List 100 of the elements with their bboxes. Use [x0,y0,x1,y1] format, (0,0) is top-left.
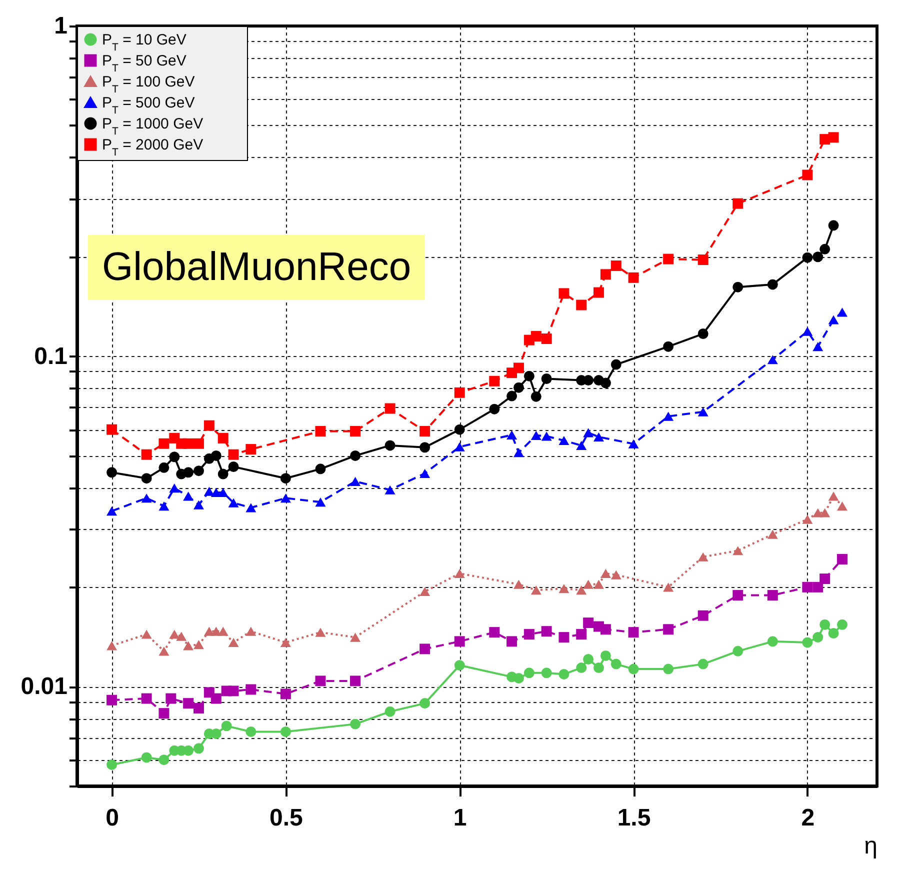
point [228,686,239,696]
point [506,390,518,402]
x-tick-label: 0 [106,804,119,832]
point [600,568,611,578]
point [489,627,500,638]
y-tick-label: 0.1 [34,342,68,370]
point [828,132,839,143]
point [802,637,813,648]
point [246,726,256,737]
point [541,374,552,384]
point [583,618,594,628]
point [576,300,587,310]
point [628,664,639,674]
point [176,632,187,641]
point [158,646,170,656]
point [384,485,396,494]
point [106,759,118,770]
point [350,676,361,686]
point [158,708,170,719]
point [513,580,524,589]
point [767,636,778,647]
point [106,641,118,650]
point [698,254,708,266]
point [350,426,361,436]
point [698,658,708,670]
point [280,638,291,648]
point [454,636,465,647]
point [420,644,430,654]
point [732,590,744,601]
point [513,362,524,374]
point [158,502,170,511]
point [193,640,204,650]
point [593,580,604,589]
point [698,552,708,562]
point [802,514,813,524]
point [541,668,552,678]
point [204,486,214,496]
point [489,376,500,386]
point [524,370,534,382]
legend-label: P$_{T}$ = 10 GeV [102,32,186,54]
point [204,420,214,431]
point [454,424,465,435]
point [558,436,570,446]
point [106,694,118,706]
y-tick-label: 1 [54,12,68,40]
point [576,586,587,595]
point [583,580,594,589]
annotation: GlobalMuonReco [88,235,426,300]
point [524,668,534,678]
point [183,641,194,650]
point [628,272,639,283]
point [280,688,291,700]
point [541,334,552,344]
point [246,503,256,512]
point [663,664,674,674]
point [663,624,674,635]
point [106,467,118,478]
point [663,254,674,264]
point [183,492,194,501]
point [166,693,176,704]
point [767,590,778,601]
point [454,660,465,671]
point [583,654,594,664]
point [141,752,152,763]
point [513,448,524,458]
point [350,718,361,730]
point [802,326,813,336]
point [454,387,465,398]
point [506,636,518,647]
point [628,439,639,448]
x-axis-title: η [864,832,878,860]
point [820,574,830,584]
x-tick-label: 0.5 [270,804,303,832]
point [732,646,744,656]
point [698,610,708,621]
point [228,462,239,472]
point [384,403,396,414]
point [158,754,170,766]
point [558,288,570,299]
point [106,506,118,516]
x-tick-label: 2 [801,804,815,832]
point [530,330,542,342]
point [558,584,570,594]
point [315,498,326,507]
point [210,450,222,461]
point [183,745,194,756]
point [141,473,152,484]
point [183,467,194,478]
point [812,582,824,592]
point [802,582,813,592]
point [193,743,204,754]
point [767,279,778,290]
point [513,672,524,684]
point [593,287,604,298]
point [610,260,622,271]
point [280,473,291,484]
point [513,382,524,393]
legend-label: P$_{T}$ = 100 GeV [102,74,195,96]
point [193,466,204,476]
point [583,375,594,386]
